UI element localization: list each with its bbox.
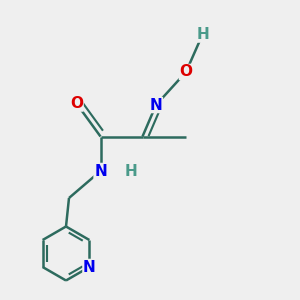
Text: H: H — [124, 164, 137, 178]
Text: O: O — [70, 96, 83, 111]
Text: H: H — [196, 27, 209, 42]
Text: N: N — [94, 164, 107, 178]
Text: N: N — [83, 260, 96, 274]
Text: N: N — [150, 98, 162, 112]
Text: O: O — [179, 64, 193, 80]
